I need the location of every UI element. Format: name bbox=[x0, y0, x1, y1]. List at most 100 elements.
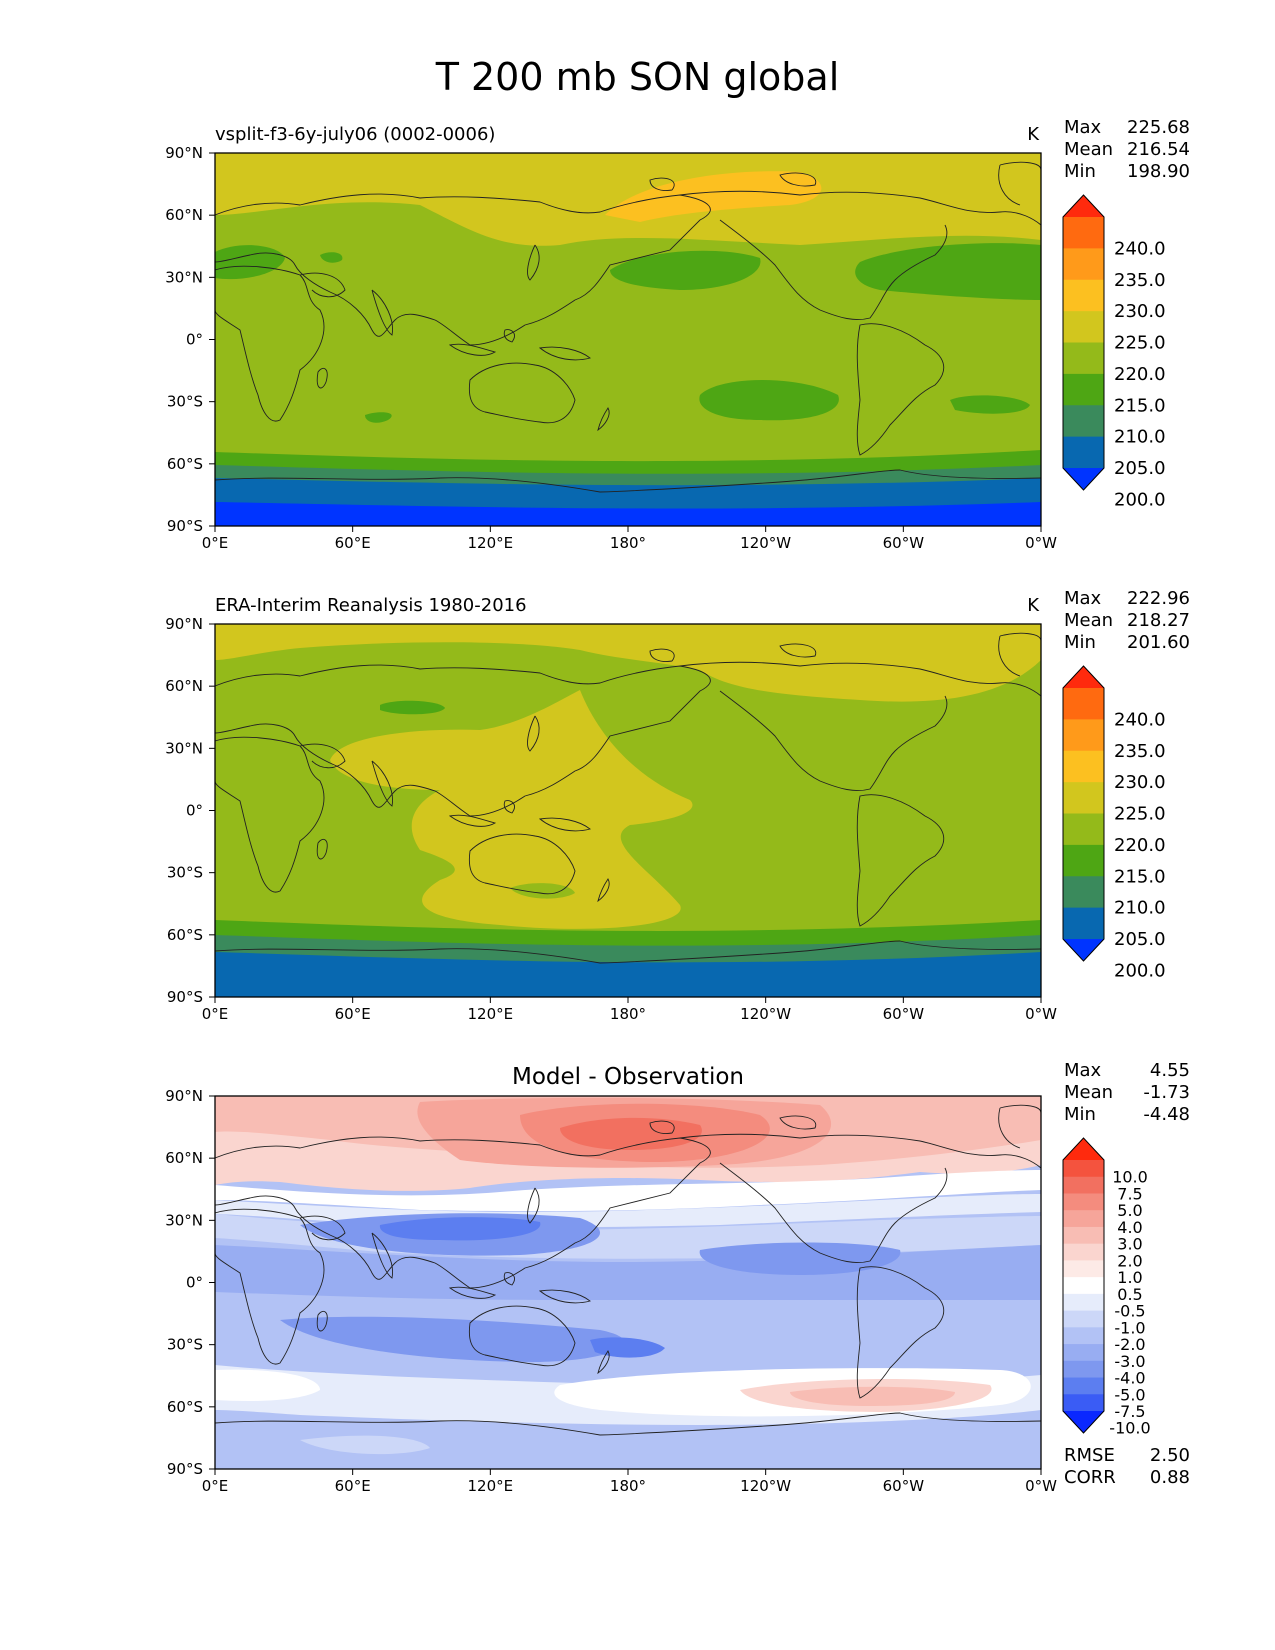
colorbar-segment bbox=[1063, 876, 1104, 909]
colorbar-label: 235.0 bbox=[1114, 270, 1166, 291]
stat-value-rmse: 2.50 bbox=[1150, 1445, 1190, 1466]
colorbar-segment bbox=[1063, 782, 1104, 814]
colorbar-segment bbox=[1063, 1310, 1104, 1328]
y-tick-label: 90°S bbox=[167, 988, 203, 1006]
colorbar-segment bbox=[1063, 1226, 1104, 1245]
colorbar-label: 5.0 bbox=[1117, 1201, 1142, 1220]
colorbar-extend-top bbox=[1063, 195, 1104, 217]
dynamic-layer: 0°E 60°E 120°E 180° 120°W 60°W 0°W 90°N 60°N 30°N… bbox=[165, 117, 1190, 1495]
colorbar-outline bbox=[1062, 665, 1105, 962]
colorbar-label: -0.5 bbox=[1114, 1302, 1145, 1321]
colorbar-outline bbox=[1062, 1137, 1105, 1434]
stat-value-min: 198.90 bbox=[1127, 161, 1190, 182]
stat-label-max: Max bbox=[1064, 588, 1102, 609]
y-tick-label: 0° bbox=[186, 802, 203, 820]
y-tick-label: 30°S bbox=[167, 864, 203, 882]
x-tick-label: 60°W bbox=[883, 534, 925, 552]
colorbar-segment bbox=[1063, 1160, 1104, 1178]
colorbar-segment bbox=[1063, 217, 1104, 249]
y-tick-label: 60°N bbox=[165, 677, 203, 695]
stat-value-min: 201.60 bbox=[1127, 632, 1190, 653]
colorbar-segment bbox=[1063, 1277, 1104, 1295]
stat-value-max: 4.55 bbox=[1150, 1060, 1190, 1081]
colorbar-segment bbox=[1063, 436, 1104, 469]
colorbar-label: -7.5 bbox=[1114, 1402, 1145, 1421]
y-tick-label: 90°S bbox=[167, 1460, 203, 1478]
x-tick-label: 0°E bbox=[202, 1477, 229, 1495]
colorbar-label: 215.0 bbox=[1114, 866, 1166, 887]
colorbar bbox=[1062, 665, 1105, 962]
colorbar-extend-bottom bbox=[1063, 1411, 1104, 1433]
colorbar-extend-bottom bbox=[1063, 939, 1104, 961]
stat-label-rmse: RMSE bbox=[1064, 1445, 1115, 1466]
colorbar-segment bbox=[1063, 907, 1104, 940]
colorbar-segment bbox=[1063, 279, 1104, 312]
page-title: T 200 mb SON global bbox=[435, 55, 840, 99]
colorbar-label: -5.0 bbox=[1114, 1385, 1145, 1404]
x-tick-label: 180° bbox=[610, 1005, 646, 1023]
colorbar-label: 215.0 bbox=[1114, 395, 1166, 416]
colorbar bbox=[1062, 1137, 1105, 1434]
colorbar-segment bbox=[1063, 373, 1104, 406]
colorbar-label: -2.0 bbox=[1114, 1335, 1145, 1354]
colorbar-label: 0.5 bbox=[1117, 1285, 1142, 1304]
colorbar-label: 210.0 bbox=[1114, 898, 1166, 919]
x-tick-label: 0°E bbox=[202, 534, 229, 552]
x-tick-label: 60°W bbox=[883, 1477, 925, 1495]
y-tick-label: 0° bbox=[186, 331, 203, 349]
stat-label-mean: Mean bbox=[1064, 610, 1113, 631]
x-tick-label: 0°W bbox=[1025, 1005, 1057, 1023]
panel-obs bbox=[214, 623, 1042, 998]
stat-value-mean: 218.27 bbox=[1127, 610, 1190, 631]
colorbar-segment bbox=[1063, 311, 1104, 343]
colorbar-label: 230.0 bbox=[1114, 301, 1166, 322]
colorbar-label: 230.0 bbox=[1114, 772, 1166, 793]
y-tick-label: 0° bbox=[186, 1274, 203, 1292]
y-tick-label: 90°S bbox=[167, 517, 203, 535]
x-tick-label: 120°E bbox=[468, 1477, 514, 1495]
colorbar-segment bbox=[1063, 1377, 1104, 1395]
x-tick-label: 120°W bbox=[740, 1477, 791, 1495]
colorbar-label: 240.0 bbox=[1114, 709, 1166, 730]
colorbar-label: 240.0 bbox=[1114, 238, 1166, 259]
colorbar-segment bbox=[1063, 1327, 1104, 1345]
x-tick-label: 180° bbox=[610, 1477, 646, 1495]
y-tick-label: 90°N bbox=[165, 615, 203, 633]
colorbar-segment bbox=[1063, 750, 1104, 783]
map-obs bbox=[215, 624, 1041, 997]
stat-label-mean: Mean bbox=[1064, 139, 1113, 160]
y-tick-label: 60°N bbox=[165, 206, 203, 224]
colorbar-extend-top bbox=[1063, 666, 1104, 688]
y-tick-label: 60°S bbox=[167, 455, 203, 473]
colorbar-label: 220.0 bbox=[1114, 835, 1166, 856]
colorbar-label: 225.0 bbox=[1114, 804, 1166, 825]
panel-center-title: Model - Observation bbox=[512, 1064, 744, 1090]
colorbar-segment bbox=[1063, 1260, 1104, 1278]
y-tick-label: 60°S bbox=[167, 926, 203, 944]
x-tick-label: 60°W bbox=[883, 1005, 925, 1023]
y-tick-label: 30°S bbox=[167, 393, 203, 411]
map-diff bbox=[215, 1096, 1041, 1469]
panel-model bbox=[214, 152, 1042, 527]
y-tick-label: 90°N bbox=[165, 1087, 203, 1105]
panel-diff bbox=[214, 1095, 1042, 1470]
colorbar-label: 200.0 bbox=[1114, 960, 1166, 981]
x-tick-label: 60°E bbox=[335, 534, 371, 552]
colorbar-label: 7.5 bbox=[1117, 1184, 1142, 1203]
panel-units: K bbox=[1027, 595, 1040, 616]
y-tick-label: 30°N bbox=[165, 739, 203, 757]
colorbar-segment bbox=[1063, 813, 1104, 846]
panel-left-title: vsplit-f3-6y-july06 (0002-0006) bbox=[215, 124, 495, 145]
colorbar-segment bbox=[1063, 1293, 1104, 1312]
x-tick-label: 0°W bbox=[1025, 534, 1057, 552]
colorbar-segment bbox=[1063, 1243, 1104, 1261]
colorbar-segment bbox=[1063, 1193, 1104, 1211]
colorbar-label: -10.0 bbox=[1109, 1419, 1150, 1438]
stat-label-min: Min bbox=[1064, 632, 1096, 653]
colorbar-label: 10.0 bbox=[1112, 1168, 1148, 1187]
y-tick-label: 30°N bbox=[165, 268, 203, 286]
colorbar-label: 200.0 bbox=[1114, 489, 1166, 510]
x-tick-label: 60°E bbox=[335, 1477, 371, 1495]
colorbar-label: 3.0 bbox=[1117, 1235, 1142, 1254]
